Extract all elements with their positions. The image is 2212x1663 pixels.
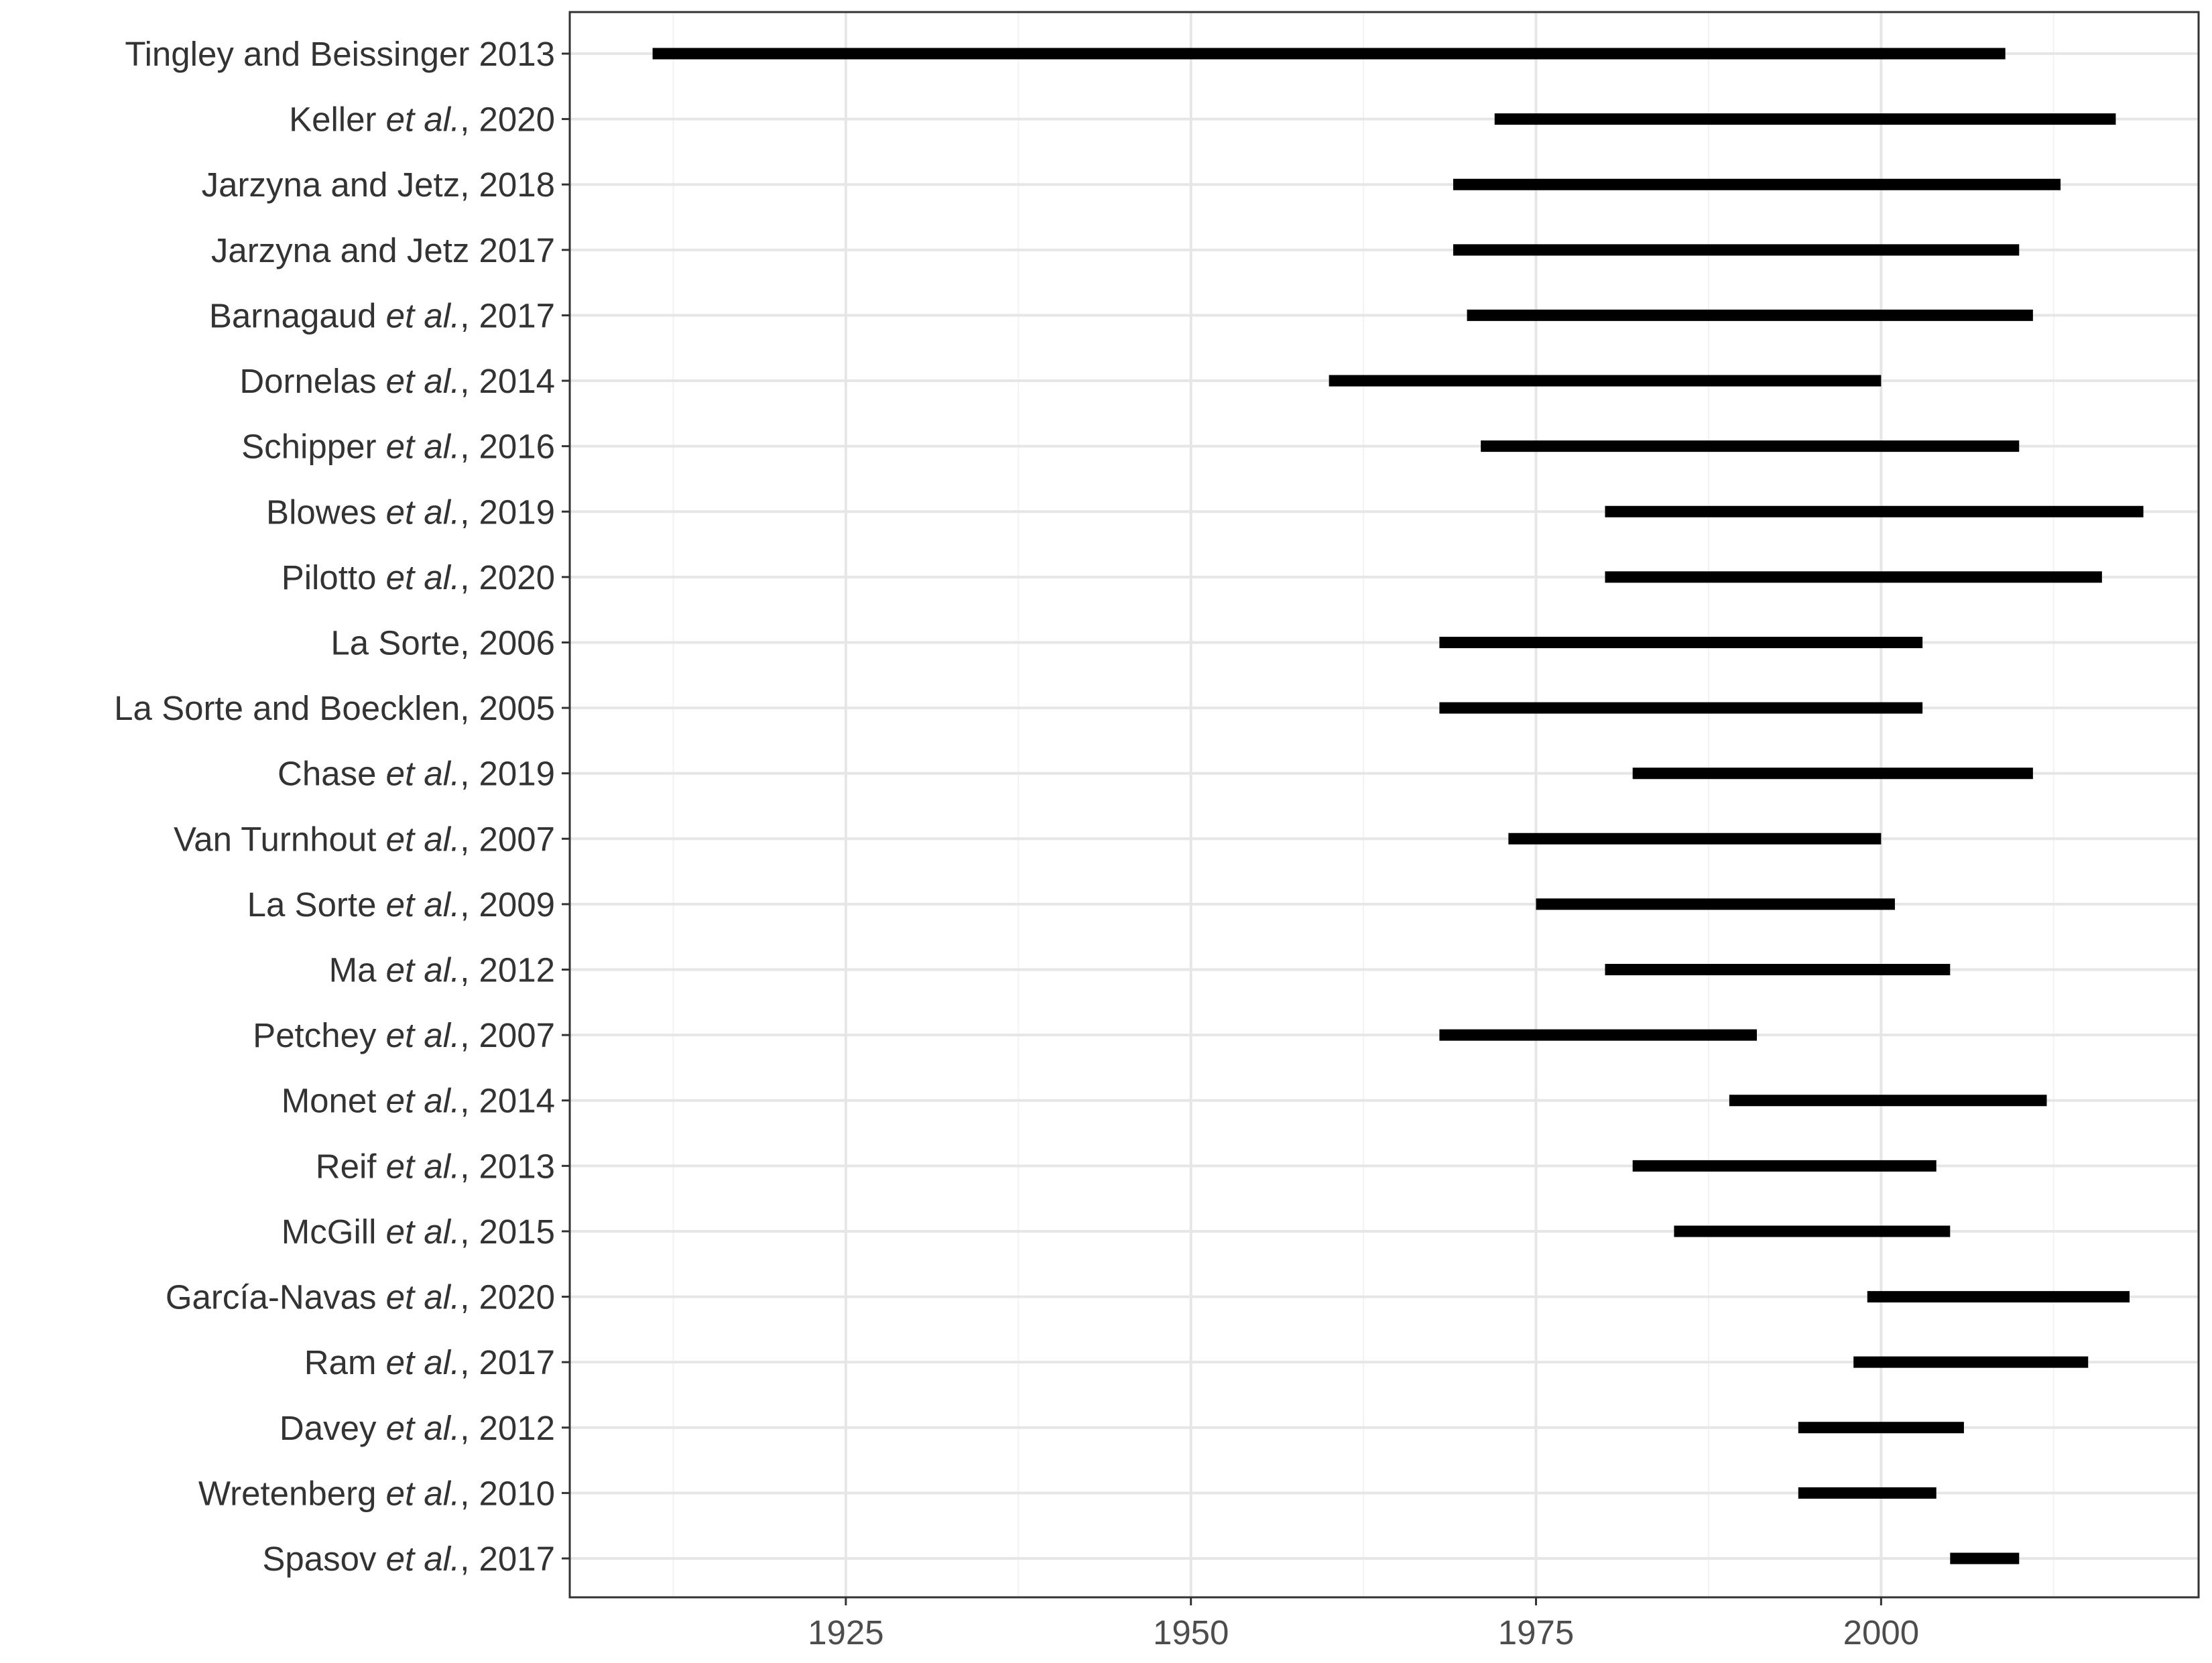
study-label: Van Turnhout et al., 2007: [174, 820, 555, 858]
study-label-part: , 2007: [460, 1016, 555, 1054]
study-label: Barnagaud et al., 2017: [209, 296, 555, 334]
study-label-italic: et al.: [386, 427, 460, 465]
study-label-part: Monet: [282, 1081, 386, 1119]
study-label: Monet et al., 2014: [282, 1081, 555, 1119]
study-label-part: Jarzyna and Jetz 2017: [211, 231, 555, 269]
study-label-part: Barnagaud: [209, 296, 386, 334]
study-label: Jarzyna and Jetz 2017: [211, 231, 555, 269]
study-label-part: La Sorte: [247, 885, 386, 923]
study-label-italic: et al.: [386, 493, 460, 531]
study-label-part: , 2007: [460, 820, 555, 858]
study-label: Wretenberg et al., 2010: [198, 1474, 555, 1512]
study-label-part: , 2020: [460, 1278, 555, 1316]
study-label: La Sorte and Boecklen, 2005: [114, 689, 555, 727]
study-label: McGill et al., 2015: [282, 1212, 555, 1250]
study-label-part: Reif: [316, 1147, 386, 1185]
x-axis-labels: 1925 1950 1975 2000: [808, 1613, 1919, 1652]
study-label: Chase et al., 2019: [278, 754, 555, 792]
study-label-italic: et al.: [386, 885, 460, 923]
study-label-part: Spasov: [262, 1540, 385, 1578]
study-label-part: , 2012: [460, 950, 555, 989]
study-label: Keller et al., 2020: [289, 100, 555, 138]
study-label-italic: et al.: [386, 1147, 460, 1185]
x-tick-label: 2000: [1843, 1613, 1919, 1652]
study-label-italic: et al.: [386, 1081, 460, 1119]
x-tick-label: 1950: [1153, 1613, 1229, 1652]
study-label-italic: et al.: [386, 100, 460, 138]
study-label: Pilotto et al., 2020: [282, 558, 555, 596]
study-label: Ram et al., 2017: [304, 1343, 555, 1381]
study-label-part: La Sorte, 2006: [330, 623, 555, 662]
study-label: Blowes et al., 2019: [266, 493, 555, 531]
study-label-part: Ram: [304, 1343, 386, 1381]
study-label-part: , 2010: [460, 1474, 555, 1512]
study-label: Reif et al., 2013: [316, 1147, 555, 1185]
study-label-part: , 2014: [460, 362, 555, 400]
study-label-part: , 2009: [460, 885, 555, 923]
study-label: Davey et al., 2012: [280, 1408, 555, 1446]
study-label: Schipper et al., 2016: [241, 427, 555, 465]
study-label-part: , 2017: [460, 1540, 555, 1578]
study-label: Ma et al., 2012: [329, 950, 555, 989]
study-label-italic: et al.: [386, 820, 460, 858]
study-label-part: Keller: [289, 100, 386, 138]
study-label: Spasov et al., 2017: [262, 1540, 555, 1578]
study-label-part: , 2017: [460, 1343, 555, 1381]
study-label-italic: et al.: [386, 1408, 460, 1446]
study-label-italic: et al.: [386, 296, 460, 334]
study-label-part: Schipper: [241, 427, 385, 465]
study-label-part: Jarzyna and Jetz, 2018: [202, 166, 555, 204]
study-label-part: , 2019: [460, 493, 555, 531]
study-label-part: , 2019: [460, 754, 555, 792]
study-label: La Sorte, 2006: [330, 623, 555, 662]
study-label: Dornelas et al., 2014: [239, 362, 555, 400]
study-label-part: Davey: [280, 1408, 386, 1446]
study-label-italic: et al.: [386, 950, 460, 989]
panel-border: [568, 11, 2200, 1599]
study-label-part: La Sorte and Boecklen, 2005: [114, 689, 555, 727]
study-label-italic: et al.: [386, 1016, 460, 1054]
y-axis-labels: Tingley and Beissinger 2013 Keller et al.…: [114, 35, 555, 1578]
study-label-italic: et al.: [386, 362, 460, 400]
study-label-part: McGill: [282, 1212, 386, 1250]
study-label-part: , 2017: [460, 296, 555, 334]
study-label-part: Dornelas: [239, 362, 385, 400]
study-label-part: Pilotto: [282, 558, 386, 596]
study-label-italic: et al.: [386, 1278, 460, 1316]
study-label: Petchey et al., 2007: [253, 1016, 555, 1054]
study-label: Jarzyna and Jetz, 2018: [202, 166, 555, 204]
study-label-italic: et al.: [386, 754, 460, 792]
axis-ticks: [562, 52, 1882, 1605]
study-label-part: , 2015: [460, 1212, 555, 1250]
study-label-part: Tingley and Beissinger 2013: [125, 35, 555, 73]
x-tick-label: 1975: [1498, 1613, 1574, 1652]
study-label-part: , 2013: [460, 1147, 555, 1185]
study-label-italic: et al.: [386, 558, 460, 596]
study-label: La Sorte et al., 2009: [247, 885, 555, 923]
x-tick-label: 1925: [808, 1613, 883, 1652]
study-label-part: Van Turnhout: [174, 820, 386, 858]
study-label-part: Wretenberg: [198, 1474, 386, 1512]
study-label-part: , 2020: [460, 558, 555, 596]
study-label-italic: et al.: [386, 1540, 460, 1578]
study-label: García-Navas et al., 2020: [166, 1278, 555, 1316]
study-label-part: Petchey: [253, 1016, 385, 1054]
study-label-italic: et al.: [386, 1343, 460, 1381]
study-label-part: , 2020: [460, 100, 555, 138]
study-label-part: , 2012: [460, 1408, 555, 1446]
study-label-italic: et al.: [386, 1212, 460, 1250]
study-label-part: García-Navas: [166, 1278, 386, 1316]
study-label-part: Chase: [278, 754, 386, 792]
study-label-part: , 2014: [460, 1081, 555, 1119]
study-label-italic: et al.: [386, 1474, 460, 1512]
study-label-part: Blowes: [266, 493, 386, 531]
study-label: Tingley and Beissinger 2013: [125, 35, 555, 73]
range-bars: [652, 48, 2144, 1564]
study-label-part: , 2016: [460, 427, 555, 465]
study-label-part: Ma: [329, 950, 386, 989]
